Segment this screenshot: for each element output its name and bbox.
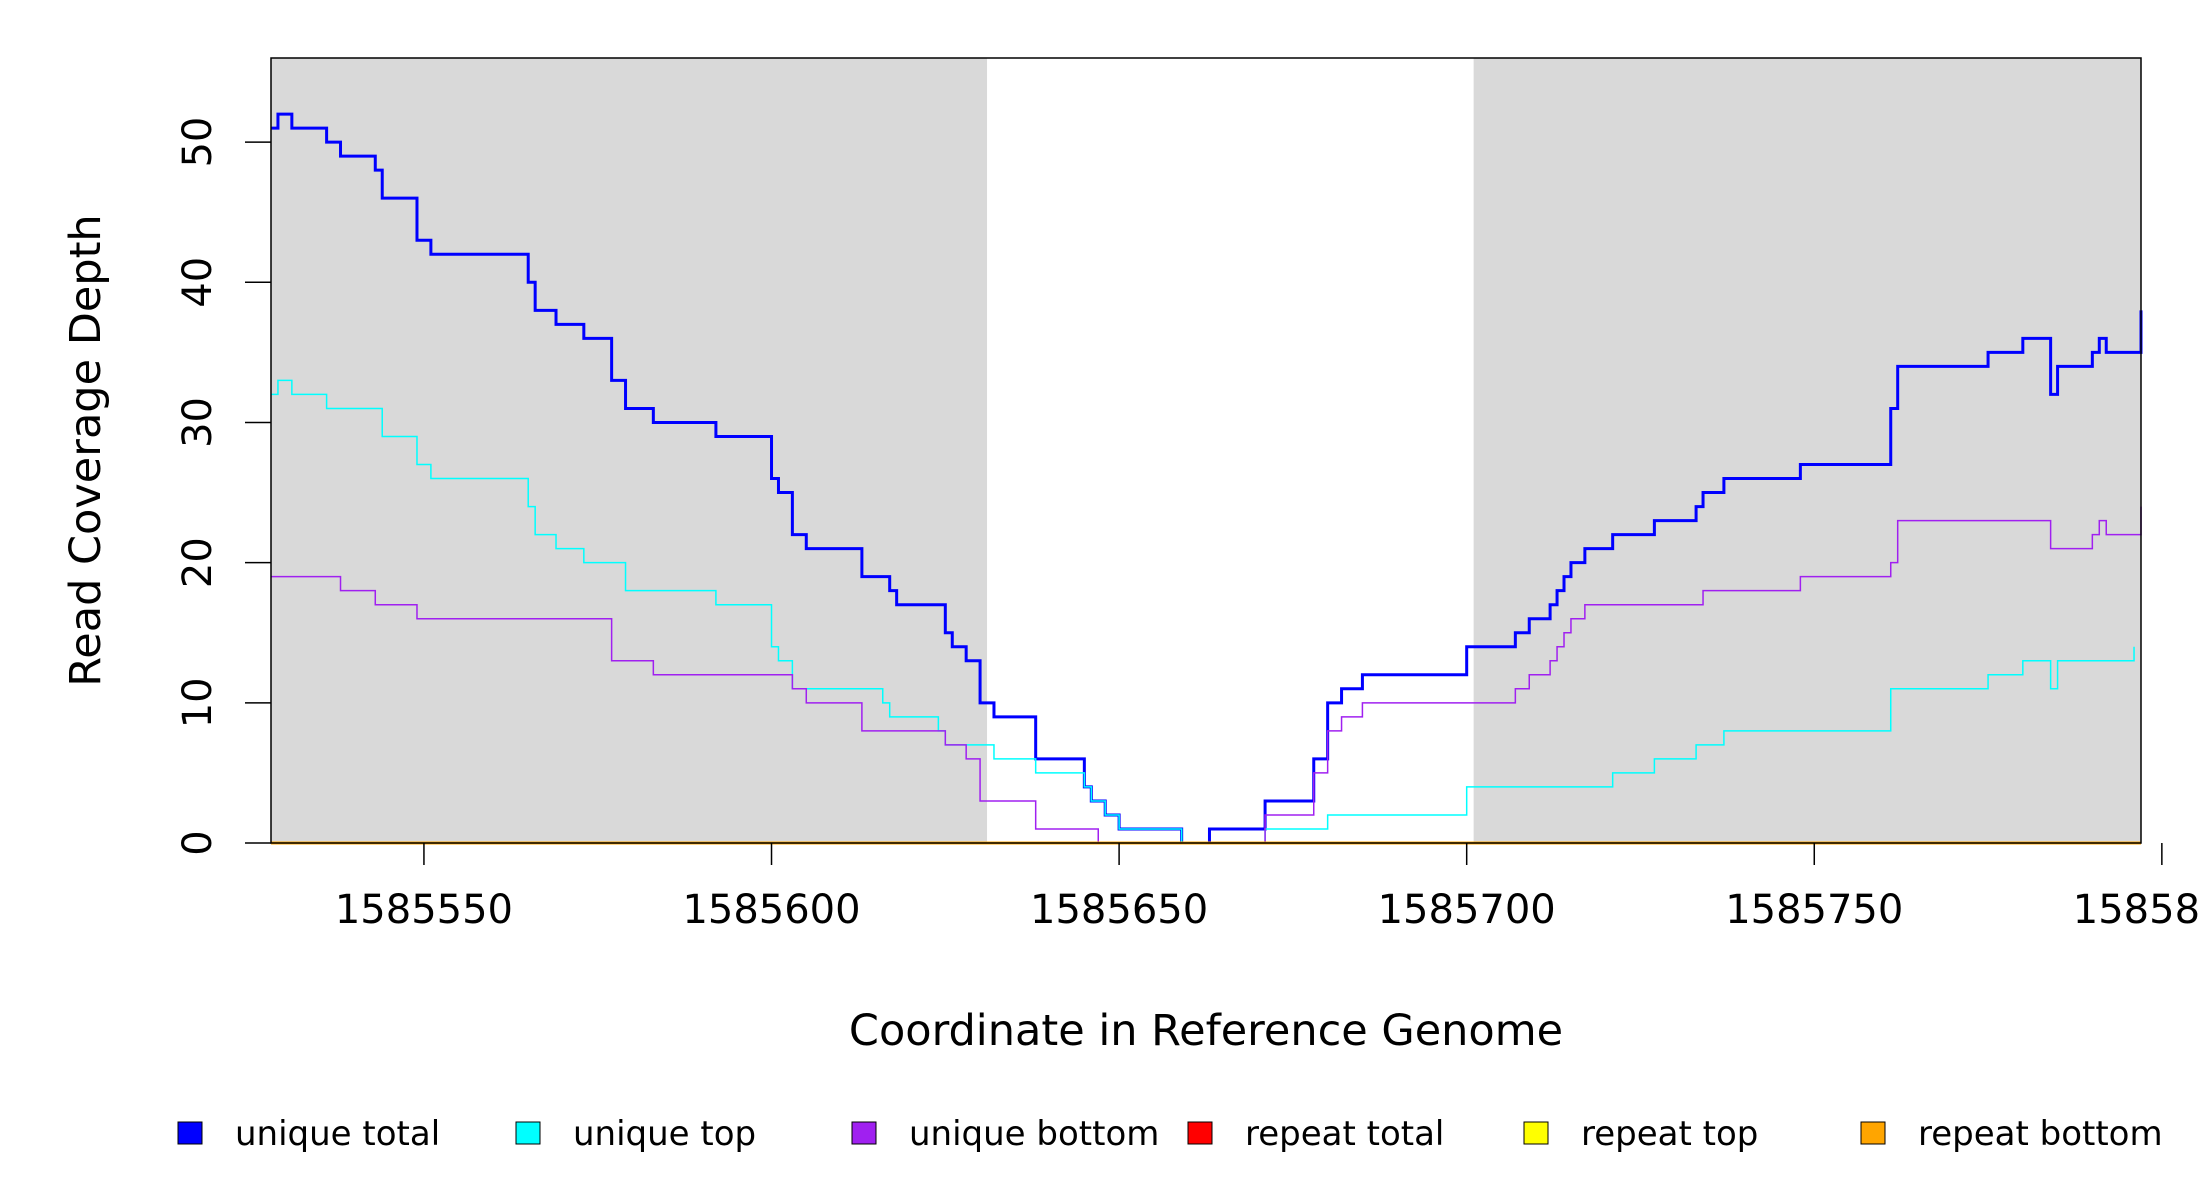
- x-tick-label: 1585800: [2073, 887, 2200, 933]
- legend-item: repeat total: [1187, 1114, 1444, 1154]
- y-tick-label: 50: [175, 117, 221, 168]
- legend-swatch: [1860, 1121, 1886, 1145]
- x-tick-label: 1585550: [335, 887, 513, 933]
- series-line-unique-bottom: [271, 506, 2142, 844]
- legend-label: unique total: [235, 1114, 440, 1154]
- legend-swatch: [851, 1121, 877, 1145]
- x-tick-label: 1585750: [1725, 887, 1903, 933]
- legend-item: unique bottom: [851, 1114, 1159, 1154]
- legend-swatch: [1523, 1121, 1549, 1145]
- legend-item: unique total: [177, 1114, 440, 1154]
- legend-swatch: [1187, 1121, 1213, 1145]
- legend-label: unique top: [573, 1114, 756, 1154]
- plot-frame: [270, 57, 2142, 844]
- legend-label: unique bottom: [909, 1114, 1159, 1154]
- shaded-regions: [271, 58, 2141, 843]
- x-tick-label: 1585600: [682, 887, 860, 933]
- y-tick-label: 0: [175, 830, 221, 855]
- x-tick-label: 1585700: [1378, 887, 1556, 933]
- y-tick-label: 30: [175, 397, 221, 448]
- y-tick-label: 40: [175, 257, 221, 308]
- shaded-region: [1473, 58, 2141, 843]
- legend-label: repeat top: [1581, 1114, 1758, 1154]
- legend-item: repeat top: [1523, 1114, 1758, 1154]
- y-axis-label: Read Coverage Depth: [61, 214, 111, 686]
- x-axis-label: Coordinate in Reference Genome: [849, 1006, 1563, 1056]
- legend-swatch: [177, 1121, 203, 1145]
- x-tick-label: 1585650: [1030, 887, 1208, 933]
- x-axis: 1585550 1585600 1585650 1585700 1585750 15858…: [335, 843, 2200, 933]
- y-axis: 0 10 20 30 40 50: [175, 117, 271, 856]
- series-line-unique-top: [271, 379, 2135, 844]
- legend-swatch: [515, 1121, 541, 1145]
- legend: unique total unique top unique bottom repea…: [177, 1114, 2163, 1154]
- legend-label: repeat bottom: [1918, 1114, 2163, 1154]
- legend-label: repeat total: [1245, 1114, 1444, 1154]
- shaded-region: [271, 58, 988, 843]
- legend-item: unique top: [515, 1114, 756, 1154]
- legend-item: repeat bottom: [1860, 1114, 2163, 1154]
- y-tick-label: 20: [175, 537, 221, 588]
- y-tick-label: 10: [175, 677, 221, 728]
